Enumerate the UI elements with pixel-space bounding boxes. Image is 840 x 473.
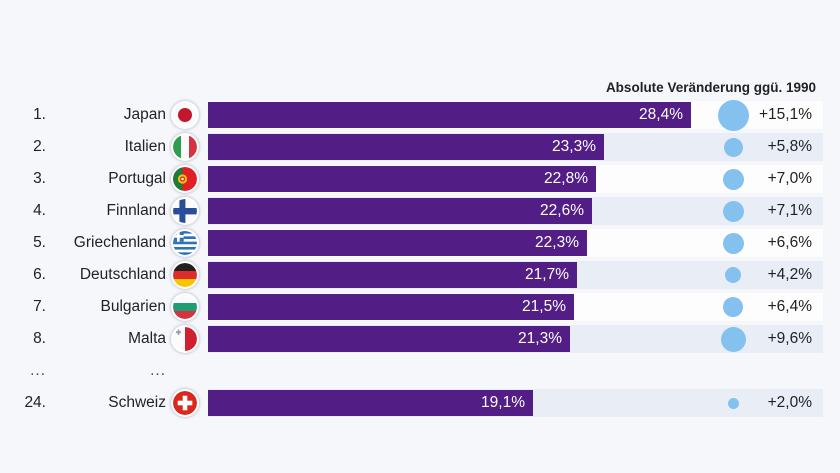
country-label: Japan (123, 106, 166, 123)
country-row: 4. Finnland 22,6% +7,1% (0, 197, 840, 225)
value-label: 21,3% (518, 330, 562, 347)
value-bar: 21,3% (208, 326, 570, 352)
value-label: 23,3% (552, 138, 596, 155)
bulgaria-flag-icon (171, 293, 199, 321)
country-label: Griechenland (73, 234, 166, 251)
change-label: +7,1% (767, 202, 812, 219)
rank-label: 3. (33, 170, 46, 187)
italy-flag-icon (171, 133, 199, 161)
value-label: 22,6% (540, 202, 584, 219)
value-bar: 22,6% (208, 198, 592, 224)
change-bubble (727, 397, 739, 409)
country-label: Portugal (108, 170, 166, 187)
rank-label: 24. (24, 394, 46, 411)
malta-flag-icon (171, 325, 199, 353)
change-label: +4,2% (767, 266, 812, 283)
rank-label: 1. (33, 106, 46, 123)
change-bubble (720, 326, 746, 352)
change-bubble (722, 200, 744, 222)
change-bubble (723, 297, 743, 317)
change-bubble (723, 137, 743, 157)
country-label: Italien (124, 138, 166, 155)
value-label: 28,4% (639, 106, 683, 123)
value-label: 21,5% (522, 298, 566, 315)
country-row: 8. Malta 21,3% +9,6% (0, 325, 840, 353)
change-label: +15,1% (758, 106, 812, 123)
change-bubble (717, 99, 749, 131)
country-row: 3. Portugal 22,8% +7,0% (0, 165, 840, 193)
country-label: Bulgarien (100, 298, 167, 315)
truncation-row: ...... (0, 357, 840, 385)
rank-label: 7. (33, 298, 46, 315)
bubble-column-header: Absolute Veränderung ggü. 1990 (605, 80, 816, 95)
rank-label: 2. (33, 138, 46, 155)
country-row: 2. Italien 23,3% +5,8% (0, 133, 840, 161)
value-bar: 21,7% (208, 262, 577, 288)
change-label: +6,4% (767, 298, 812, 315)
change-bubble (722, 168, 744, 190)
country-row: 24. Schweiz 19,1% +2,0% (0, 389, 840, 417)
value-label: 21,7% (525, 266, 569, 283)
change-bubble (725, 267, 741, 283)
change-bubble (722, 232, 744, 254)
rank-label: 8. (33, 330, 46, 347)
country-label: Finnland (106, 202, 166, 219)
switzerland-flag-icon (171, 389, 199, 417)
country-label: Malta (128, 330, 166, 347)
change-label: +2,0% (767, 394, 812, 411)
country-row: 1. Japan 28,4% +15,1% (0, 99, 840, 131)
rank-label: 6. (33, 266, 46, 283)
value-bar: 21,5% (208, 294, 574, 320)
value-bar: 23,3% (208, 134, 604, 160)
country-row: 7. Bulgarien 21,5% +6,4% (0, 293, 840, 321)
value-label: 22,3% (535, 234, 579, 251)
rank-label: 4. (33, 202, 46, 219)
value-label: 19,1% (481, 394, 525, 411)
value-label: 22,8% (544, 170, 588, 187)
greece-flag-icon (171, 229, 199, 257)
portugal-flag-icon (171, 165, 199, 193)
change-label: +5,8% (767, 138, 812, 155)
country-ellipsis: ... (150, 362, 166, 379)
japan-flag-icon (171, 101, 199, 129)
country-label: Deutschland (79, 266, 166, 283)
value-bar: 19,1% (208, 390, 533, 416)
value-bar: 22,3% (208, 230, 587, 256)
rank-label: 5. (33, 234, 46, 251)
country-row: 5. Griechenland 22,3% +6,6% (0, 229, 840, 257)
change-label: +9,6% (767, 330, 812, 347)
germany-flag-icon (171, 261, 199, 289)
country-row: 6. Deutschland 21,7% +4,2% (0, 261, 840, 289)
finland-flag-icon (171, 197, 199, 225)
value-bar: 22,8% (208, 166, 596, 192)
country-label: Schweiz (108, 394, 166, 411)
change-label: +6,6% (767, 234, 812, 251)
change-label: +7,0% (767, 170, 812, 187)
value-bar: 28,4% (208, 102, 691, 128)
rank-ellipsis: ... (30, 362, 46, 379)
